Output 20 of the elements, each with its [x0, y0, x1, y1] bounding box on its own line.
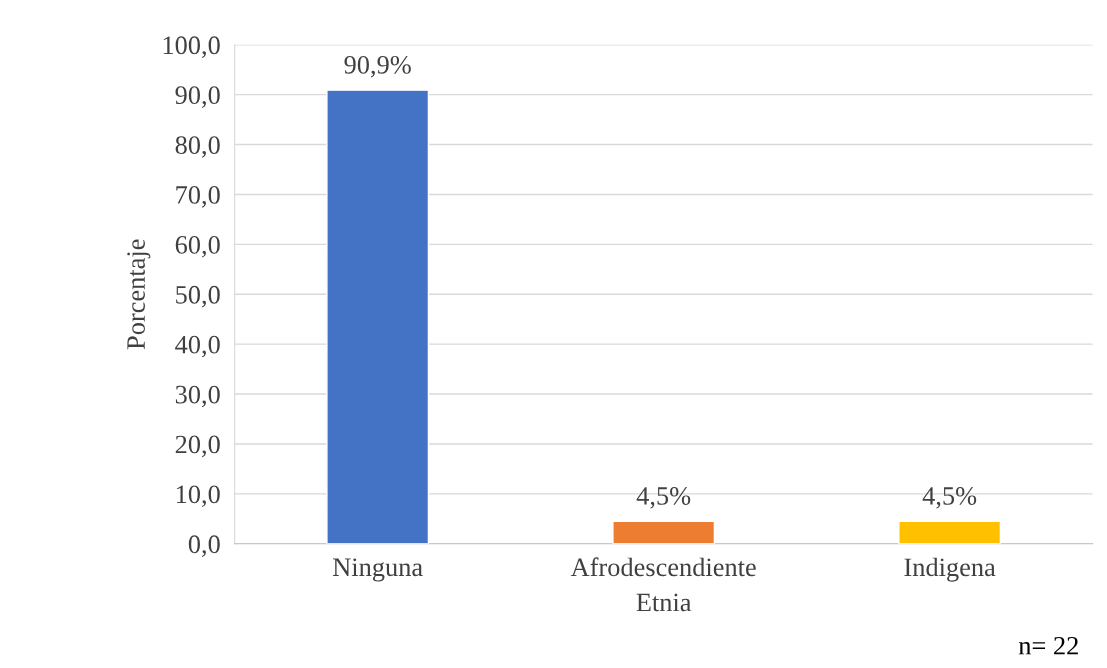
- y-axis-title: Porcentaje: [127, 239, 151, 350]
- data-label: 4,5%: [636, 487, 691, 509]
- y-tick-label: 30,0: [175, 385, 220, 408]
- x-tick-label: Afrodescendiente: [570, 557, 756, 577]
- data-label: 90,9%: [344, 55, 411, 78]
- y-tick-label: 90,0: [175, 86, 220, 108]
- y-tick-label: 60,0: [175, 235, 220, 258]
- y-tick-label: 10,0: [176, 485, 220, 508]
- x-tick-label: Ninguna: [332, 558, 423, 582]
- y-tick-label: 40,0: [175, 335, 220, 358]
- text: n= 22: [1018, 636, 1078, 655]
- y-tick-label: 70,0: [176, 186, 220, 208]
- y-tick-label: 100,0: [163, 36, 220, 58]
- x-axis-title: Etnia: [636, 593, 692, 612]
- data-label: 4,5%: [922, 487, 977, 509]
- y-tick-label: 20,0: [175, 435, 220, 458]
- x-tick-label: Indigena: [904, 557, 996, 582]
- y-tick-label: 0,0: [188, 535, 220, 557]
- y-tick-label: 80,0: [175, 136, 220, 158]
- y-tick-label: 50,0: [176, 285, 220, 308]
